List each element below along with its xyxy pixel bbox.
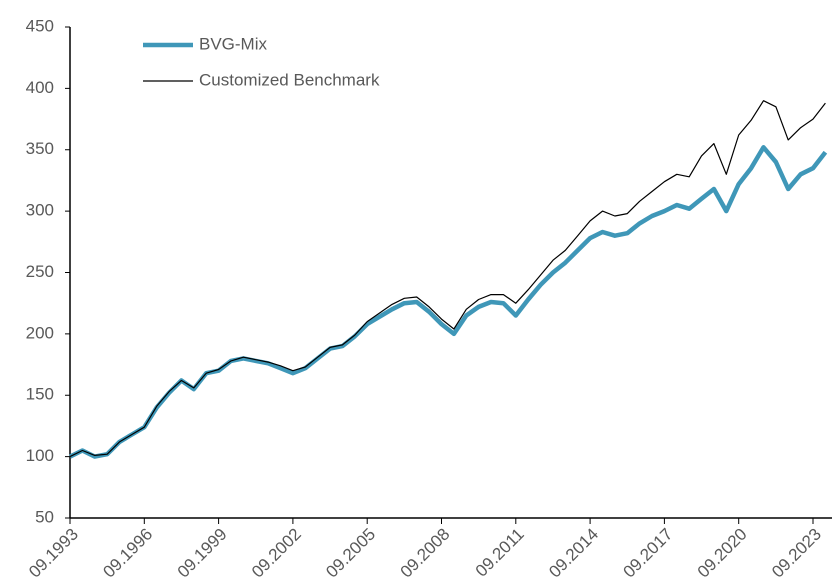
x-tick-label: 09.2020 <box>694 525 751 582</box>
y-tick-label: 50 <box>35 507 54 526</box>
series-line <box>69 100 826 458</box>
legend-label: BVG-Mix <box>199 34 268 53</box>
y-tick-label: 250 <box>26 262 54 281</box>
x-tick-label: 09.2008 <box>397 525 454 582</box>
series-line <box>69 145 828 459</box>
y-tick-label: 350 <box>26 139 54 158</box>
x-tick-label: 09.1993 <box>25 525 82 582</box>
y-tick-label: 200 <box>26 323 54 342</box>
y-tick-label: 150 <box>26 385 54 404</box>
x-tick-label: 09.2005 <box>322 525 379 582</box>
x-tick-label: 09.2023 <box>768 525 825 582</box>
x-tick-label: 09.2014 <box>545 525 602 582</box>
x-tick-label: 09.2002 <box>248 525 305 582</box>
x-tick-label: 09.2017 <box>620 525 677 582</box>
legend-label: Customized Benchmark <box>199 70 380 89</box>
x-tick-label: 09.1996 <box>99 525 156 582</box>
y-tick-label: 400 <box>26 78 54 97</box>
y-tick-label: 100 <box>26 446 54 465</box>
y-tick-label: 450 <box>26 16 54 35</box>
x-tick-label: 09.2011 <box>472 525 528 581</box>
x-tick-label: 09.1999 <box>174 525 231 582</box>
y-tick-label: 300 <box>26 201 54 220</box>
